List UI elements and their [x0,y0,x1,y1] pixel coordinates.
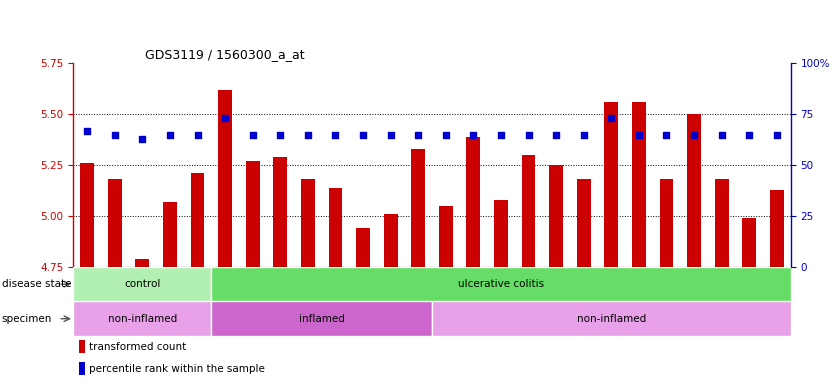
Text: percentile rank within the sample: percentile rank within the sample [88,364,264,374]
Point [163,131,177,138]
Point [136,136,149,142]
Point [577,131,590,138]
Bar [411,149,425,267]
Text: disease state: disease state [2,279,71,289]
Point [770,131,783,138]
Bar [79,362,85,375]
Point [329,131,342,138]
Bar [550,165,563,267]
Text: ulcerative colitis: ulcerative colitis [458,279,544,289]
Bar [73,267,211,301]
Bar [770,190,784,267]
Text: non-inflamed: non-inflamed [576,314,646,324]
Text: transformed count: transformed count [88,342,186,352]
Text: GDS3119 / 1560300_a_at: GDS3119 / 1560300_a_at [145,48,304,61]
Point [605,115,618,121]
Bar [577,179,590,267]
Bar [80,163,94,267]
Bar [439,206,453,267]
Point [81,127,94,134]
Bar [432,301,791,336]
Point [411,131,425,138]
Bar [219,90,232,267]
Point [495,131,508,138]
Point [108,131,122,138]
Point [660,131,673,138]
Point [191,131,204,138]
Bar [605,102,618,267]
Bar [79,341,85,353]
Point [246,131,259,138]
Point [274,131,287,138]
Bar [632,102,646,267]
Text: inflamed: inflamed [299,314,344,324]
Bar [211,301,432,336]
Bar [329,187,343,267]
Bar [301,179,314,267]
Bar [494,200,508,267]
Point [742,131,756,138]
Text: non-inflamed: non-inflamed [108,314,177,324]
Bar [108,179,122,267]
Point [301,131,314,138]
Point [467,131,480,138]
Bar [715,179,729,267]
Text: specimen: specimen [2,314,52,324]
Point [522,131,535,138]
Bar [73,301,211,336]
Point [715,131,728,138]
Bar [687,114,701,267]
Text: control: control [124,279,160,289]
Bar [522,155,535,267]
Bar [356,228,370,267]
Bar [163,202,177,267]
Point [219,115,232,121]
Point [356,131,369,138]
Point [632,131,646,138]
Bar [191,173,204,267]
Bar [274,157,287,267]
Bar [211,267,791,301]
Bar [135,259,149,267]
Point [440,131,453,138]
Bar [742,218,756,267]
Bar [384,214,398,267]
Bar [246,161,259,267]
Point [384,131,397,138]
Point [550,131,563,138]
Point [687,131,701,138]
Bar [466,137,480,267]
Bar [660,179,673,267]
